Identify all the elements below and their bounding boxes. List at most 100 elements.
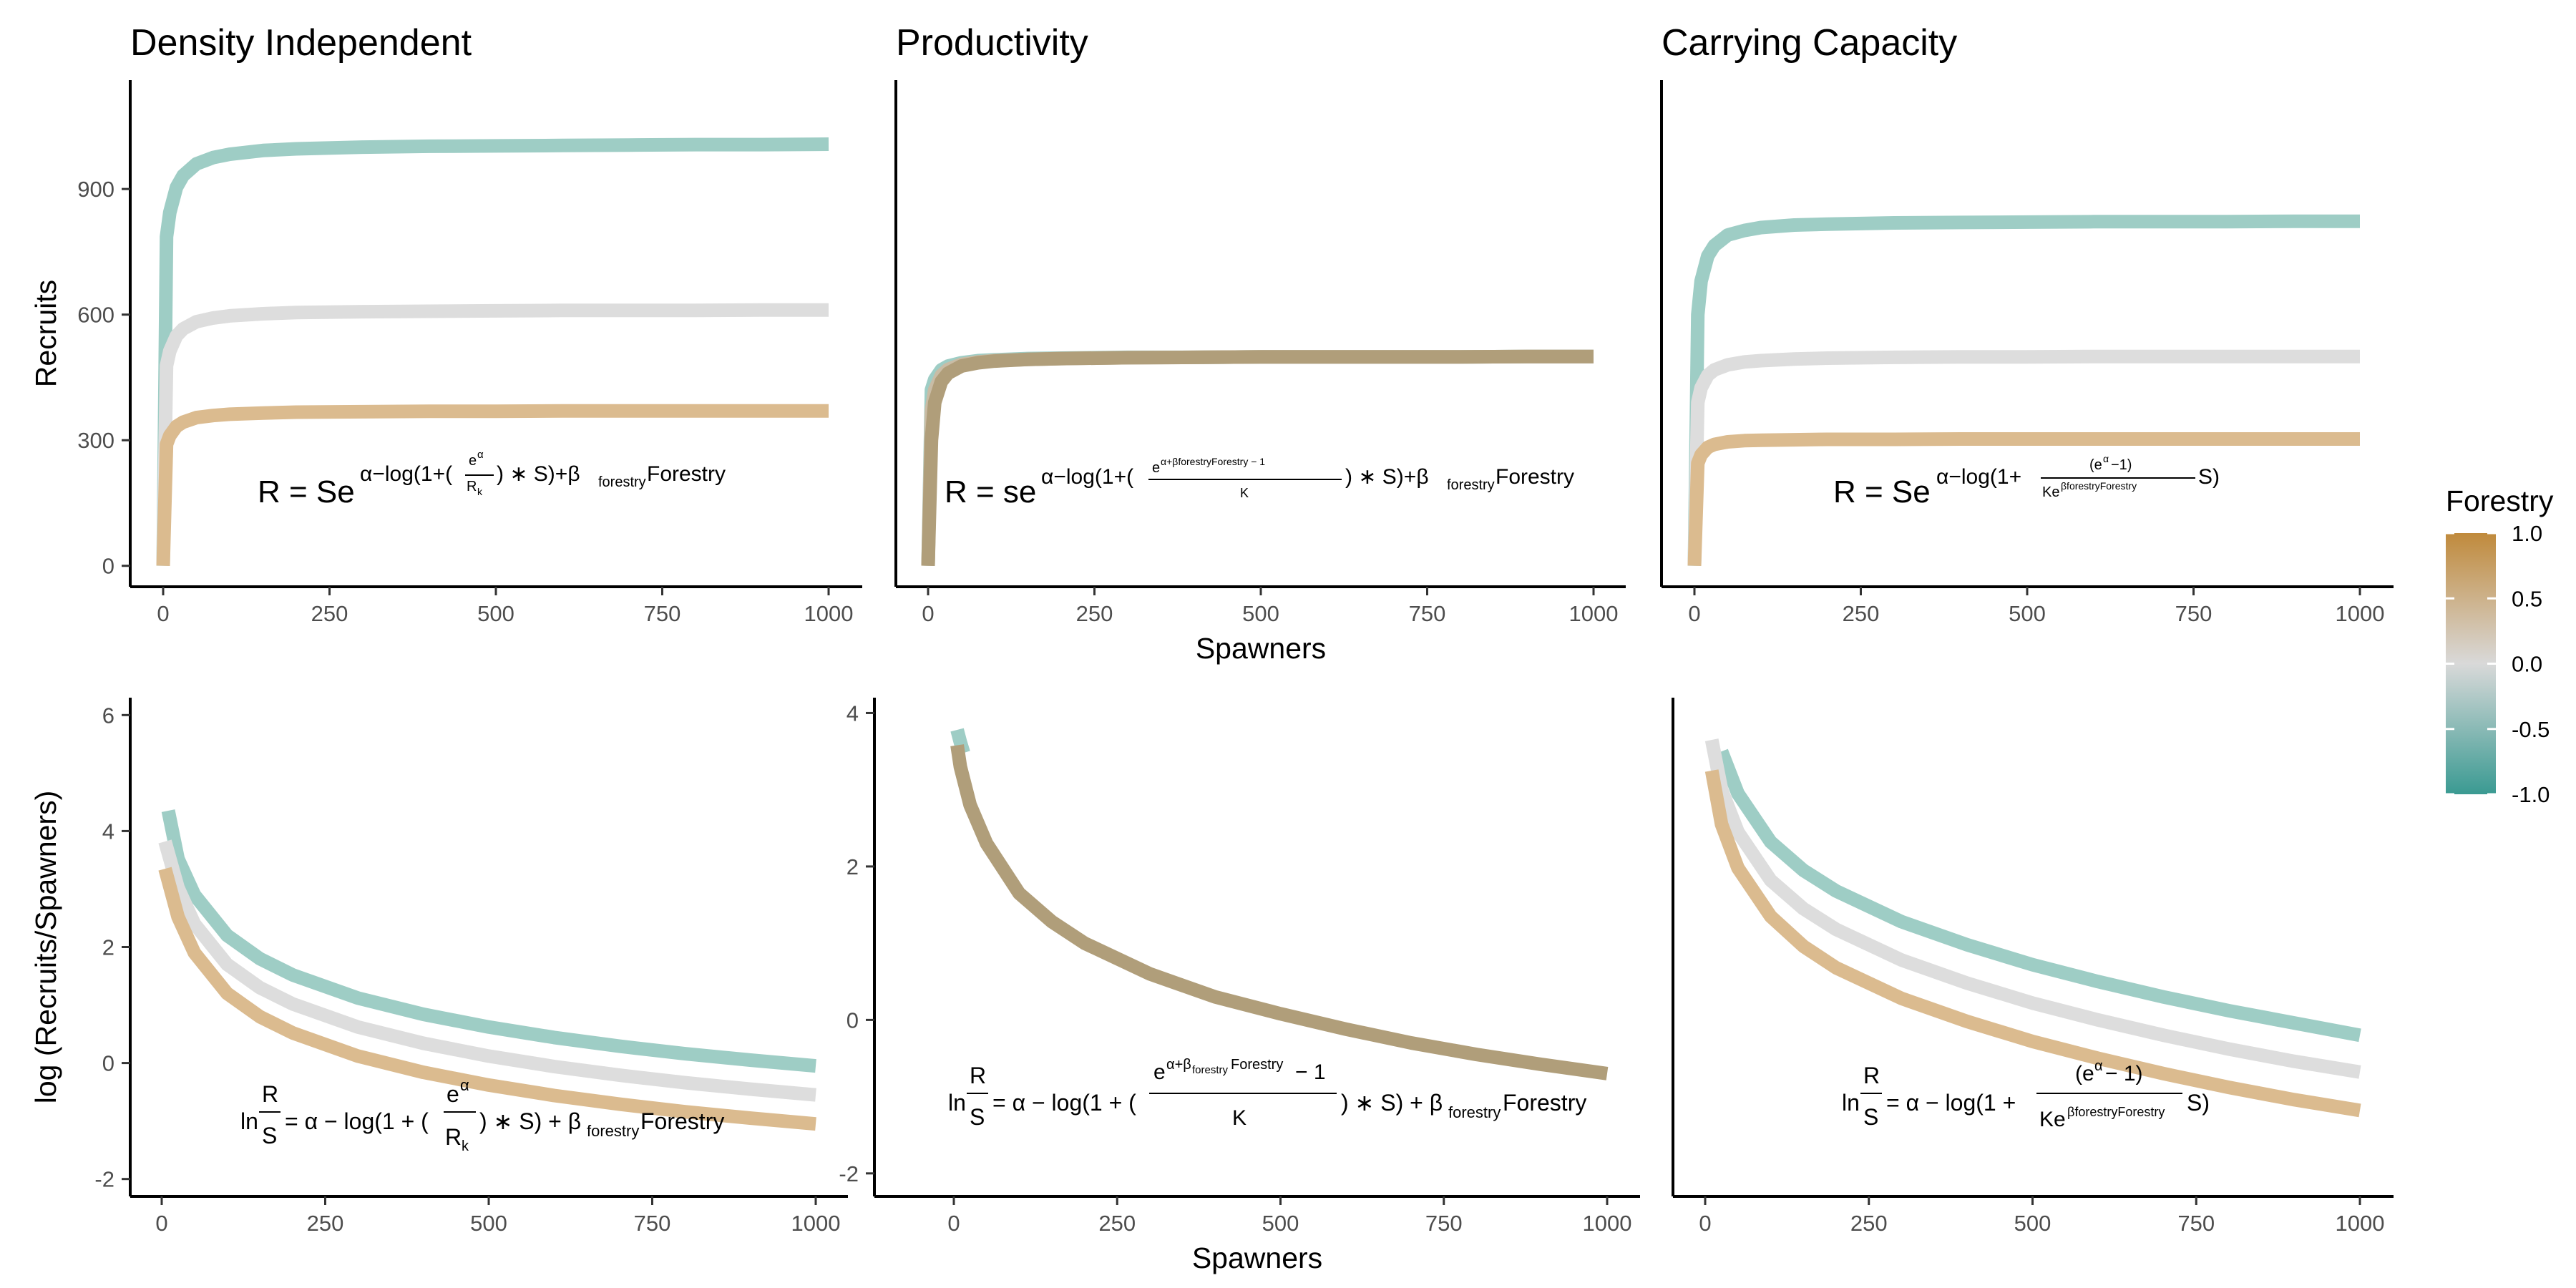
svg-text:ln: ln xyxy=(240,1108,258,1134)
x-tick-label: 0 xyxy=(922,601,934,626)
svg-text:α: α xyxy=(2103,453,2109,464)
legend-tick-label: 1.0 xyxy=(2512,521,2542,546)
svg-text:Forestry: Forestry xyxy=(1496,465,1574,489)
y-tick-label: 4 xyxy=(102,819,114,844)
svg-text:k: k xyxy=(477,486,483,497)
svg-text:k: k xyxy=(462,1138,469,1154)
x-tick-label: 0 xyxy=(157,601,169,626)
series-line-forestry--1 xyxy=(156,137,829,566)
panel-title: Density Independent xyxy=(130,22,472,64)
x-axis-label: Spawners xyxy=(1192,1241,1322,1274)
svg-text:forestry: forestry xyxy=(1447,477,1495,493)
x-tick-label: 750 xyxy=(1409,601,1446,626)
svg-text:forestry: forestry xyxy=(1448,1103,1501,1121)
legend-title: Forestry xyxy=(2446,484,2554,517)
svg-text:ln: ln xyxy=(948,1090,966,1116)
svg-text:Ke: Ke xyxy=(2039,1108,2066,1131)
svg-text:K: K xyxy=(1240,486,1249,500)
svg-text:R: R xyxy=(1863,1063,1880,1088)
equation-top-middle: R = se α−log(1+( e α+βforestryForestry − … xyxy=(945,456,1574,509)
y-tick-label: 0 xyxy=(847,1008,859,1033)
x-tick-label: 0 xyxy=(1688,601,1700,626)
series-line-forestry-0 xyxy=(1687,349,2360,566)
x-tick-label: 250 xyxy=(1076,601,1113,626)
svg-text:R: R xyxy=(445,1124,462,1150)
svg-text:S: S xyxy=(970,1104,985,1130)
x-tick-label: 500 xyxy=(1242,601,1279,626)
series-line-forestry-1 xyxy=(158,867,816,1131)
y-tick-label: 0 xyxy=(102,1051,114,1076)
y-tick-label: 300 xyxy=(77,428,114,453)
svg-text:α: α xyxy=(460,1076,469,1094)
x-tick-label: 750 xyxy=(644,601,681,626)
svg-text:S): S) xyxy=(2198,465,2220,489)
x-tick-label: 1000 xyxy=(1569,601,1619,626)
svg-text:α+β: α+β xyxy=(1166,1057,1191,1073)
x-tick-label: 250 xyxy=(1843,601,1880,626)
y-tick-label: -2 xyxy=(839,1161,859,1186)
legend: Forestry 1.0 0.5 0.0 -0.5 -1.0 xyxy=(2446,484,2554,807)
panel-title: Carrying Capacity xyxy=(1662,22,1957,64)
y-tick-label: 2 xyxy=(102,935,114,960)
svg-text:α: α xyxy=(2094,1058,2103,1074)
panel-top-middle: Productivity 0 250 500 750 1000 Spawners xyxy=(894,22,1626,665)
x-tick-label: 750 xyxy=(2177,1211,2215,1236)
svg-text:(e: (e xyxy=(2089,457,2102,473)
svg-text:R: R xyxy=(970,1063,986,1088)
svg-text:Ke: Ke xyxy=(2042,484,2059,500)
svg-text:βforestryForestry: βforestryForestry xyxy=(2061,480,2137,492)
svg-text:− 1: − 1 xyxy=(1295,1060,1326,1084)
x-axis-label: Spawners xyxy=(1196,632,1326,665)
svg-text:α−log(1+(: α−log(1+( xyxy=(1041,465,1133,489)
svg-text:βforestryForestry: βforestryForestry xyxy=(2067,1105,2165,1119)
legend-tick-label: 0.5 xyxy=(2512,586,2542,611)
x-tick-label: 1000 xyxy=(1583,1211,1632,1236)
svg-text:R = Se: R = Se xyxy=(258,474,355,509)
x-tick-label: 250 xyxy=(1850,1211,1888,1236)
svg-text:Forestry: Forestry xyxy=(647,462,726,486)
svg-text:α: α xyxy=(477,449,484,461)
panel-top-right: Carrying Capacity 0 250 500 750 1000 xyxy=(1660,22,2394,626)
svg-text:R: R xyxy=(467,479,477,494)
series-line-forestry-0 xyxy=(1704,738,2361,1079)
svg-text:Forestry: Forestry xyxy=(1503,1090,1586,1116)
x-tick-label: 1000 xyxy=(791,1211,841,1236)
svg-text:α−log(1+(: α−log(1+( xyxy=(360,462,452,486)
legend-ticks: 1.0 0.5 0.0 -0.5 -1.0 xyxy=(2446,521,2550,807)
equation-bottom-middle: ln R S = α − log(1 + ( e α+β forestry Fores… xyxy=(948,1057,1586,1130)
x-tick-label: 1000 xyxy=(2336,1211,2385,1236)
svg-text:Forestry: Forestry xyxy=(640,1108,724,1134)
x-tick-label: 500 xyxy=(2014,1211,2051,1236)
svg-text:S: S xyxy=(1863,1104,1878,1130)
x-tick-label: 0 xyxy=(155,1211,167,1236)
svg-text:R = Se: R = Se xyxy=(1833,474,1931,509)
legend-tick-label: 0.0 xyxy=(2512,652,2542,677)
panel-bottom-middle: 0 250 500 750 1000 -2 0 2 4 Spawners xyxy=(839,698,1640,1274)
x-tick-label: 1000 xyxy=(2336,601,2385,626)
y-tick-label: 0 xyxy=(102,554,114,579)
svg-text:e: e xyxy=(469,453,477,469)
panel-top-left: Density Independent 0 250 500 750 1000 0 300 600… xyxy=(29,22,862,626)
x-tick-label: 250 xyxy=(1098,1211,1136,1236)
svg-text:forestry: forestry xyxy=(598,474,646,490)
svg-text:) ∗ S)+β: ) ∗ S)+β xyxy=(1345,465,1429,489)
svg-text:= α − log(1 + (: = α − log(1 + ( xyxy=(285,1108,429,1134)
svg-text:S): S) xyxy=(2187,1090,2210,1116)
svg-text:e: e xyxy=(1153,1060,1166,1084)
legend-tick-label: -1.0 xyxy=(2512,782,2550,807)
svg-text:Forestry: Forestry xyxy=(1231,1057,1283,1073)
x-tick-label: 0 xyxy=(947,1211,960,1236)
x-tick-label: 500 xyxy=(470,1211,507,1236)
svg-text:e: e xyxy=(1152,460,1160,476)
x-tick-label: 500 xyxy=(1262,1211,1299,1236)
x-tick-label: 1000 xyxy=(804,601,854,626)
x-tick-label: 250 xyxy=(311,601,348,626)
svg-text:R: R xyxy=(262,1081,278,1107)
panel-bottom-left: 0 250 500 750 1000 -2 0 2 4 6 log (Recruits/Spawne… xyxy=(29,698,848,1236)
svg-text:R = se: R = se xyxy=(945,474,1036,509)
svg-text:(e: (e xyxy=(2075,1062,2094,1085)
svg-text:e: e xyxy=(447,1081,459,1107)
